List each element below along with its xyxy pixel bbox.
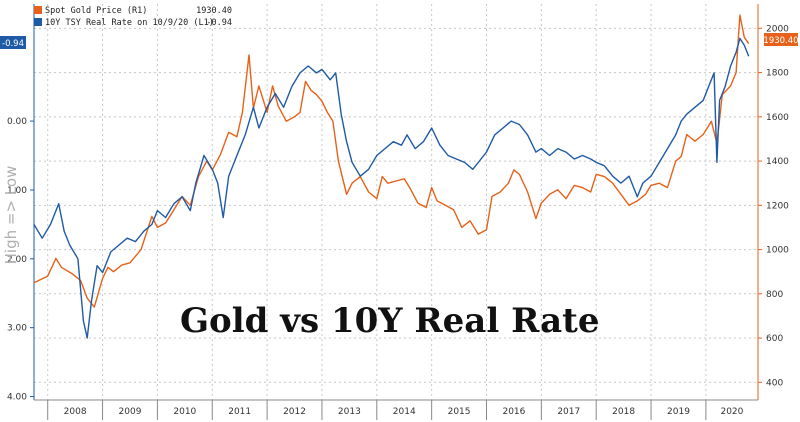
x-tick-label: 2015 — [448, 407, 471, 417]
tag-text-gold: 1930.40 — [763, 36, 798, 46]
x-tick-label: 2019 — [667, 407, 690, 417]
x-tick-label: 2013 — [338, 407, 361, 417]
series-lines — [33, 14, 750, 339]
x-tick-label: 2008 — [64, 407, 87, 417]
gold-price-line — [33, 14, 750, 308]
legend-label-real-rate: 10Y TSY Real Rate on 10/9/20 (L1) — [45, 18, 214, 28]
axes — [30, 4, 762, 420]
x-tick-label: 2020 — [720, 407, 743, 417]
chart-title: Gold vs 10Y Real Rate — [180, 301, 599, 341]
left-tick-label: 1.00 — [7, 186, 27, 196]
legend-label-gold: Spot Gold Price (R1) — [45, 6, 147, 16]
tick-labels: 2008 2009 2010 2011 2012 2013 2014 2015 2016 2017… — [7, 24, 789, 417]
legend: Spot Gold Price (R1) 1930.40 10Y TSY Rea… — [34, 6, 232, 28]
x-tick-label: 2011 — [228, 407, 251, 417]
x-tick-label: 2016 — [502, 407, 525, 417]
legend-value-gold: 1930.40 — [196, 6, 232, 16]
x-tick-label: 2010 — [173, 407, 196, 417]
left-tick-label: 0.00 — [7, 117, 27, 127]
legend-value-real-rate: -0.94 — [206, 18, 232, 28]
x-tick-label: 2014 — [393, 407, 416, 417]
grid — [34, 4, 758, 400]
legend-swatch-gold — [34, 6, 42, 14]
x-tick-label: 2012 — [283, 407, 306, 417]
last-value-tag-real-rate: -0.94 — [0, 36, 26, 49]
right-tick-label: 1000 — [766, 246, 789, 256]
left-tick-label: 3.00 — [7, 324, 27, 334]
right-tick-label: 1400 — [766, 157, 789, 167]
left-axis-label: High => Low — [2, 166, 20, 265]
right-tick-label: 1800 — [766, 69, 789, 79]
right-tick-label: 1200 — [766, 201, 789, 211]
right-tick-label: 600 — [766, 334, 783, 344]
legend-swatch-real-rate — [34, 18, 42, 26]
right-tick-label: 2000 — [766, 24, 789, 34]
x-tick-label: 2009 — [119, 407, 142, 417]
real-rate-line — [33, 37, 750, 339]
right-tick-label: 400 — [766, 378, 783, 388]
left-tick-label: 2.00 — [7, 255, 27, 265]
right-tick-label: 800 — [766, 290, 783, 300]
last-value-tag-gold: 1930.40 — [763, 33, 799, 46]
x-tick-label: 2018 — [612, 407, 635, 417]
x-tick-label: 2017 — [557, 407, 580, 417]
right-tick-label: 1600 — [766, 113, 789, 123]
left-tick-label: 4.00 — [7, 393, 27, 403]
tag-text-real-rate: -0.94 — [2, 39, 24, 49]
